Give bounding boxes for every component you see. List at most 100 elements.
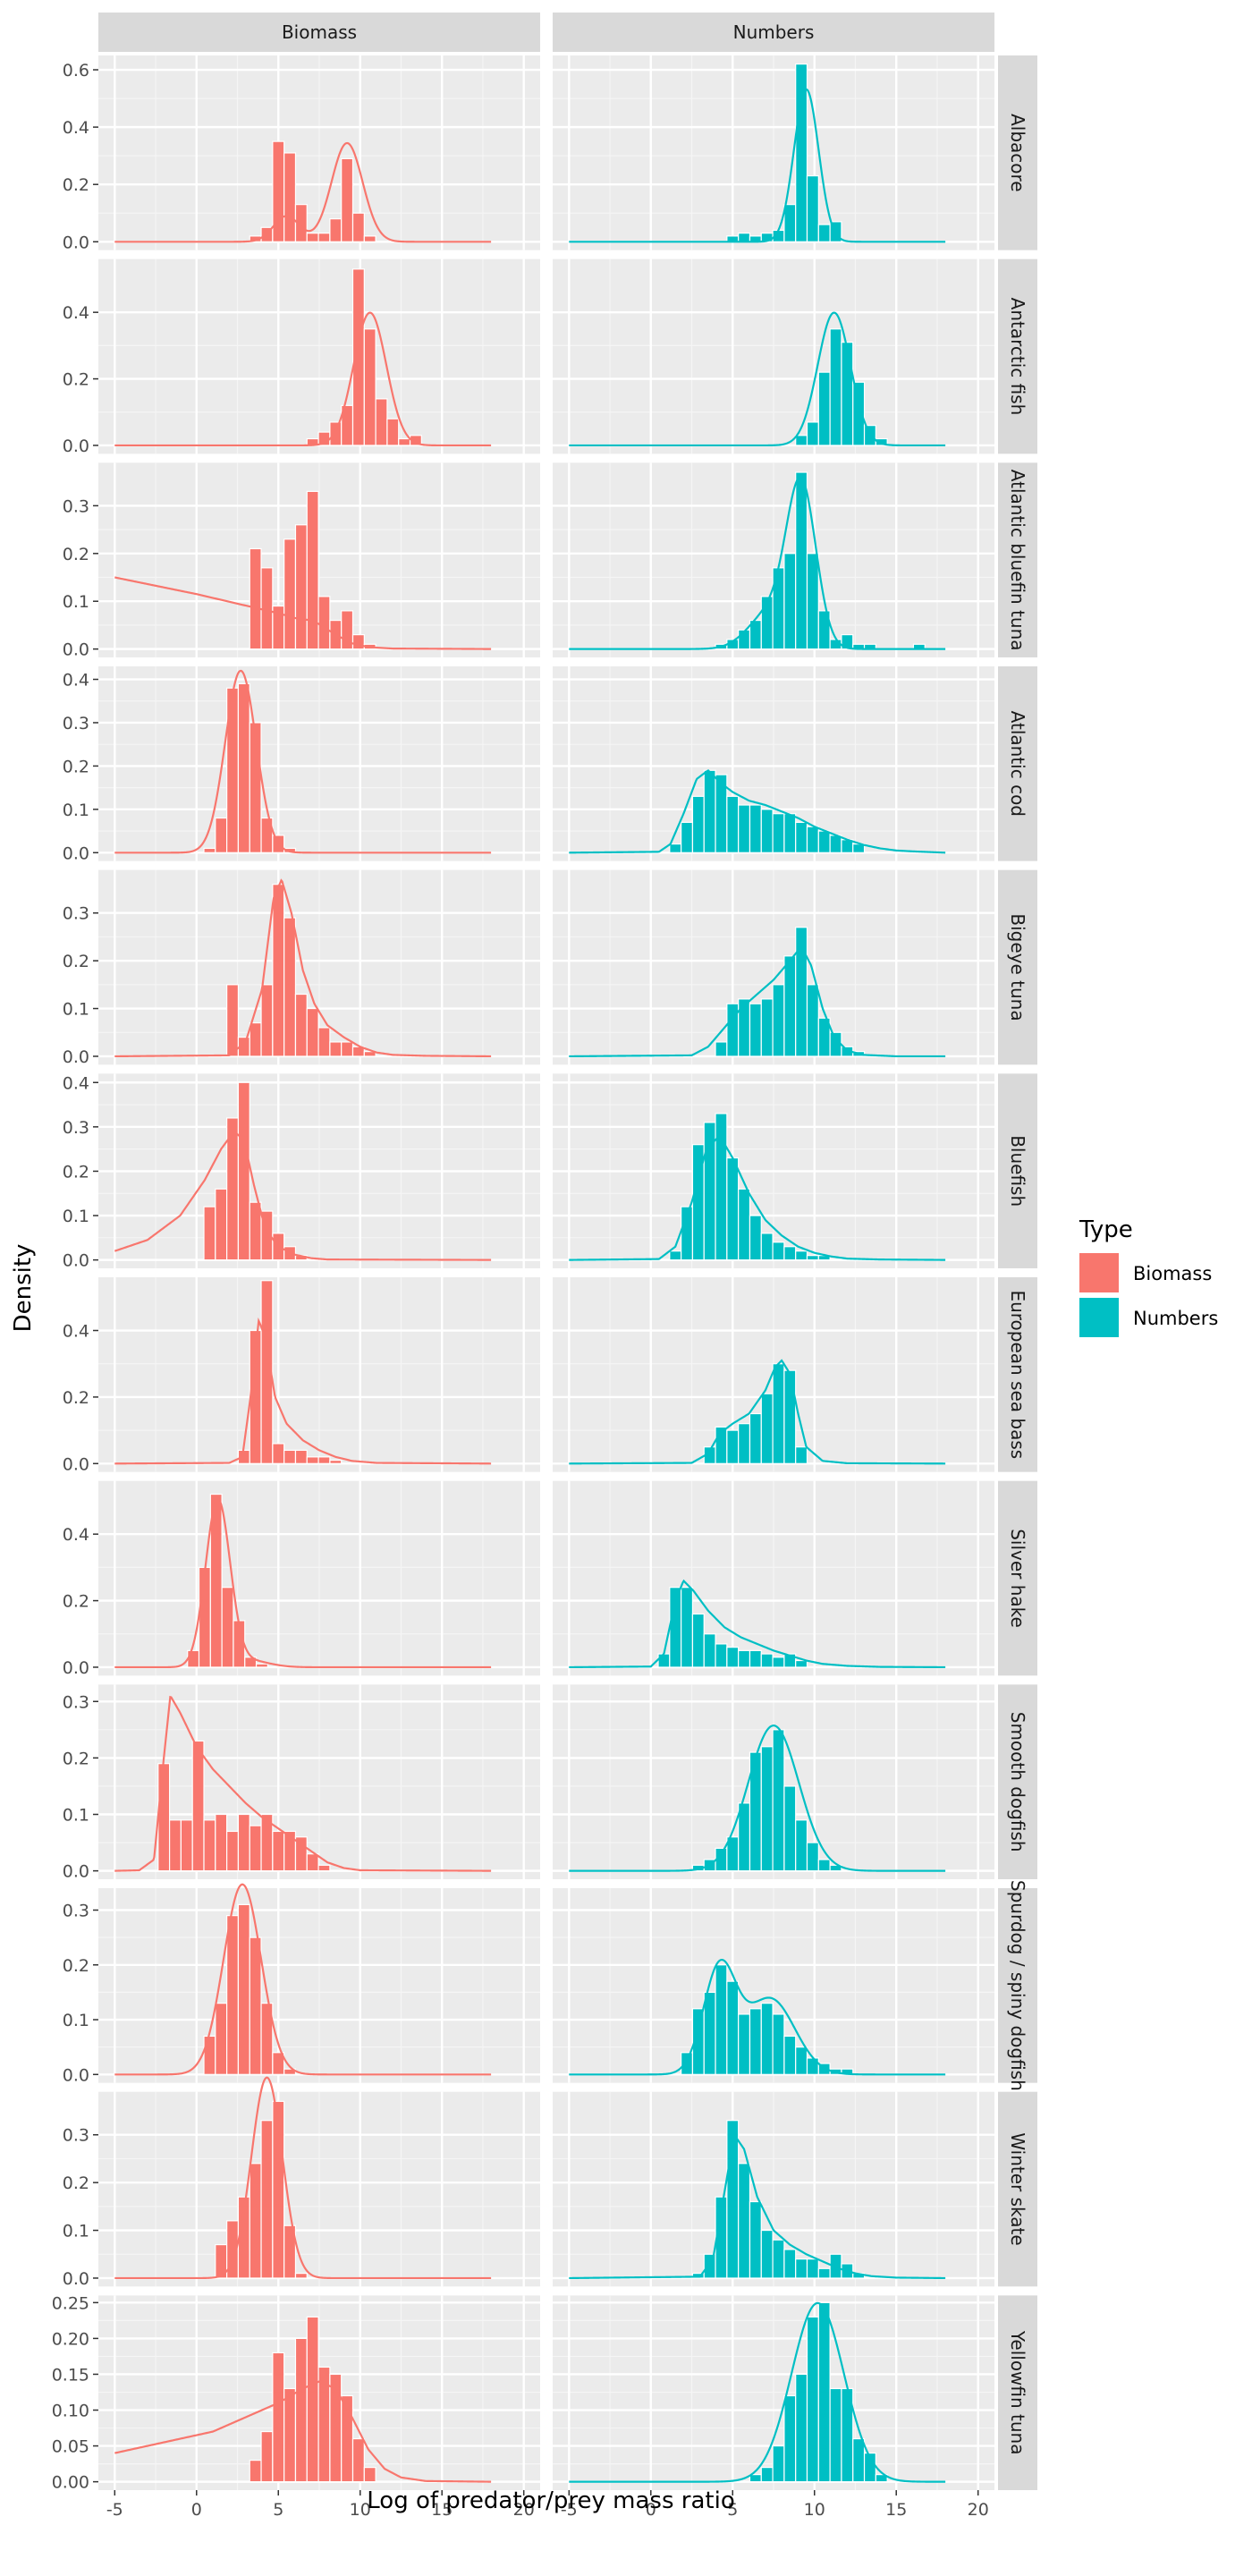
strip-label-atlantic-cod: Atlantic cod bbox=[1007, 711, 1028, 817]
strip-label-smooth-dogfish: Smooth dogfish bbox=[1007, 1712, 1028, 1852]
y-tick-label: 0.05 bbox=[52, 2437, 89, 2457]
y-tick-label: 0.3 bbox=[63, 1692, 89, 1712]
y-tick-label: 0.00 bbox=[52, 2473, 89, 2493]
y-tick-label: 0.2 bbox=[63, 370, 89, 390]
y-tick-label: 0.0 bbox=[63, 436, 89, 456]
x-tick-label: -5 bbox=[106, 2500, 123, 2520]
y-tick-label: 0.0 bbox=[63, 843, 89, 863]
strip-silver-hake bbox=[998, 1480, 1037, 1676]
panel-smooth-dogfish-biomass bbox=[98, 1684, 540, 1879]
hist-bar bbox=[726, 795, 740, 853]
hist-bar bbox=[738, 1423, 751, 1464]
panel-bluefish-numbers bbox=[553, 1073, 994, 1268]
legend-key-biomass bbox=[1079, 1253, 1119, 1292]
strip-label-antarctic-fish: Antarctic fish bbox=[1007, 298, 1028, 416]
y-tick-label: 0.2 bbox=[63, 757, 89, 776]
hist-bar bbox=[795, 1250, 808, 1261]
y-tick-label: 0.3 bbox=[63, 2126, 89, 2146]
hist-bar bbox=[363, 328, 376, 446]
hist-bar bbox=[760, 2467, 774, 2483]
hist-bar bbox=[875, 437, 888, 446]
x-axis-title: Log of predator/prey mass ratio bbox=[367, 2487, 734, 2514]
strip-label-biomass: Biomass bbox=[282, 21, 357, 43]
y-tick-label: 0.0 bbox=[63, 2065, 89, 2085]
strip-albacore bbox=[998, 55, 1037, 250]
y-tick-label: 0.2 bbox=[63, 1388, 89, 1408]
density-curve bbox=[569, 311, 946, 447]
hist-bar bbox=[772, 2239, 785, 2279]
density-curve bbox=[114, 1497, 492, 1669]
hist-bar bbox=[749, 1215, 762, 1261]
hist-bar bbox=[237, 1903, 250, 2075]
hist-bar bbox=[341, 157, 354, 242]
y-tick-label: 0.4 bbox=[63, 1322, 89, 1342]
hist-bar bbox=[760, 809, 774, 853]
panel-atlantic-bluefin-tuna-numbers bbox=[553, 462, 994, 657]
hist-bar bbox=[255, 1663, 268, 1668]
hist-bar bbox=[806, 553, 819, 650]
column-strips: Biomass Numbers bbox=[98, 13, 994, 52]
hist-bar bbox=[738, 1802, 751, 1872]
hist-bar bbox=[726, 1157, 740, 1261]
hist-bar bbox=[681, 2052, 694, 2075]
density-curve bbox=[569, 2301, 946, 2483]
y-tick-label: 0.2 bbox=[63, 2174, 89, 2193]
y-tick-label: 0.25 bbox=[52, 2293, 89, 2313]
y-tick-label: 0.0 bbox=[63, 1251, 89, 1271]
hist-bar bbox=[795, 1819, 808, 1872]
hist-bar bbox=[329, 1459, 343, 1464]
hist-bar bbox=[852, 2437, 866, 2483]
y-tick-label: 0.1 bbox=[63, 592, 89, 612]
strip-label-numbers: Numbers bbox=[733, 21, 815, 43]
hist-bar bbox=[863, 425, 876, 446]
hist-bar bbox=[783, 1369, 797, 1464]
hist-bar bbox=[691, 795, 705, 853]
density-curve bbox=[114, 1130, 492, 1261]
hist-bar bbox=[795, 2373, 808, 2483]
y-tick-label: 0.3 bbox=[63, 496, 89, 516]
hist-bar bbox=[215, 1188, 228, 1261]
hist-bar bbox=[760, 2003, 774, 2075]
hist-bar bbox=[772, 813, 785, 853]
hist-bar bbox=[738, 804, 751, 853]
hist-bar bbox=[249, 1021, 262, 1057]
hist-bar bbox=[749, 804, 762, 853]
hist-bar bbox=[703, 769, 716, 853]
hist-bar bbox=[294, 2273, 308, 2279]
hist-bar bbox=[317, 596, 331, 650]
y-tick-label: 0.10 bbox=[52, 2402, 89, 2421]
hist-bar bbox=[760, 1746, 774, 1872]
panel-silver-hake-biomass bbox=[98, 1480, 540, 1676]
hist-bar bbox=[249, 547, 262, 650]
hist-bar bbox=[203, 1819, 216, 1872]
hist-bar bbox=[783, 813, 797, 853]
hist-bar bbox=[783, 955, 797, 1057]
hist-bar bbox=[409, 435, 422, 446]
hist-bar bbox=[738, 1188, 751, 1261]
hist-bar bbox=[363, 2467, 376, 2483]
hist-bar bbox=[351, 634, 365, 650]
hist-bar bbox=[738, 2163, 751, 2279]
strip-label-silver-hake: Silver hake bbox=[1007, 1529, 1028, 1628]
hist-bar bbox=[738, 2013, 751, 2075]
x-tick-label: 5 bbox=[273, 2500, 283, 2520]
hist-bar bbox=[783, 1785, 797, 1872]
hist-bar bbox=[306, 1853, 319, 1872]
hist-bar bbox=[294, 204, 308, 242]
y-tick-label: 0.4 bbox=[63, 1525, 89, 1545]
density-curve bbox=[114, 878, 492, 1058]
x-tick-label: 10 bbox=[804, 2500, 825, 2520]
hist-bar bbox=[237, 1449, 250, 1464]
y-tick-label: 0.1 bbox=[63, 1806, 89, 1826]
panel-atlantic-cod-numbers bbox=[553, 666, 994, 861]
hist-bar bbox=[203, 2035, 216, 2075]
hist-bar bbox=[351, 212, 365, 242]
hist-bar bbox=[306, 233, 319, 242]
hist-bar bbox=[772, 2445, 785, 2483]
hist-bar bbox=[187, 1649, 200, 1668]
hist-bar bbox=[817, 1859, 831, 1872]
hist-bar bbox=[306, 490, 319, 650]
y-tick-label: 0.0 bbox=[63, 233, 89, 252]
density-curve bbox=[569, 88, 946, 243]
strip-numbers bbox=[553, 13, 994, 52]
